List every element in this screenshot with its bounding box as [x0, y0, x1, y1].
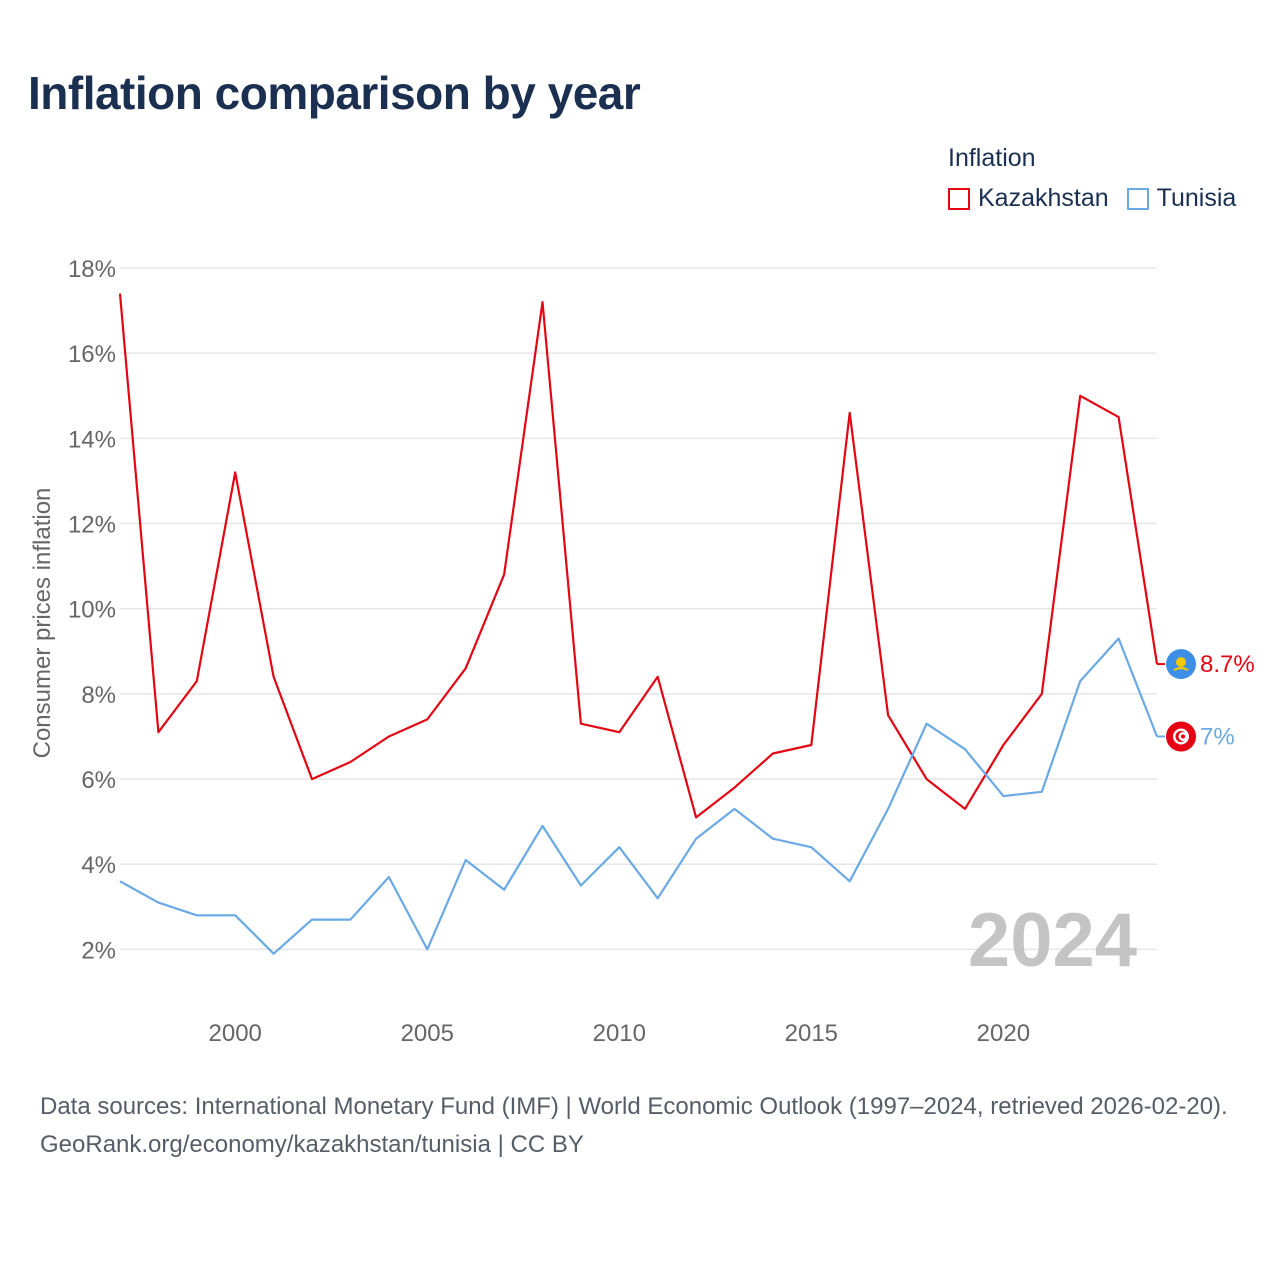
series-line-kazakhstan: [118, 293, 1159, 819]
y-tick-label: 10%: [68, 597, 116, 624]
y-tick-label: 16%: [68, 341, 116, 368]
kazakhstan-flag-eagle: [1173, 667, 1189, 671]
end-value-kazakhstan: 8.7%: [1200, 651, 1255, 678]
y-tick-label: 4%: [81, 852, 116, 879]
series-lines: [118, 293, 1159, 955]
chart-title: Inflation comparison by year: [28, 67, 641, 119]
y-axis-label: Consumer prices inflation: [29, 488, 56, 759]
legend-swatch-tunisia: [1126, 187, 1149, 210]
tunisia-flag-icon: [1166, 721, 1196, 752]
legend-item-kazakhstan[interactable]: Kazakhstan: [948, 184, 1109, 213]
line-chart: 2% 4% 6% 8% 10% 12% 14% 16% 18% 2000 2005 2010 2015…: [29, 256, 1255, 1047]
end-markers: 8.7% 7%: [1157, 649, 1255, 752]
grid-lines: [120, 267, 1157, 951]
legend-title: Inflation: [948, 144, 1036, 172]
y-tick-label: 8%: [81, 682, 116, 709]
y-tick-label: 2%: [81, 937, 116, 964]
legend: Kazakhstan Tunisia: [948, 184, 1254, 213]
kazakhstan-flag-sun: [1176, 657, 1186, 668]
x-axis-ticks: 2000 2005 2010 2015 2020: [209, 1020, 1031, 1047]
end-value-tunisia: 7%: [1200, 723, 1235, 750]
kazakhstan-flag-icon: [1166, 649, 1196, 680]
y-axis-ticks: 2% 4% 6% 8% 10% 12% 14% 16% 18%: [68, 256, 116, 964]
y-tick-label: 12%: [68, 512, 116, 539]
legend-label-kazakhstan: Kazakhstan: [978, 184, 1109, 212]
x-tick-label: 2015: [785, 1020, 838, 1047]
y-tick-label: 6%: [81, 767, 116, 794]
x-tick-label: 2010: [593, 1020, 646, 1047]
footer: Data sources: International Monetary Fun…: [40, 1088, 1250, 1164]
legend-label-tunisia: Tunisia: [1156, 184, 1237, 212]
y-tick-label: 18%: [68, 256, 116, 283]
tunisia-flag-star: [1181, 734, 1185, 739]
year-watermark: 2024: [968, 898, 1137, 983]
series-line-tunisia: [119, 637, 1159, 955]
x-tick-label: 2005: [401, 1020, 454, 1047]
x-tick-label: 2020: [977, 1020, 1030, 1047]
legend-swatch-kazakhstan: [948, 187, 970, 210]
x-tick-label: 2000: [209, 1020, 262, 1047]
y-tick-label: 14%: [68, 426, 116, 453]
data-source-note: Data sources: International Monetary Fun…: [40, 1093, 1228, 1120]
credit-link[interactable]: GeoRank.org/economy/kazakhstan/tunisia |…: [40, 1131, 584, 1158]
legend-item-tunisia[interactable]: Tunisia: [1126, 184, 1237, 213]
